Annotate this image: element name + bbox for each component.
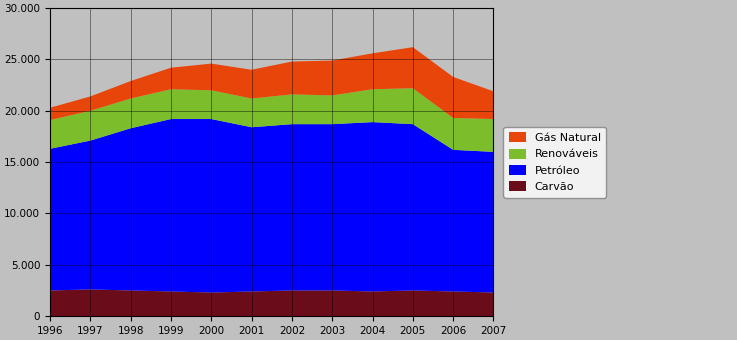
Legend: Gás Natural, Renováveis, Petróleo, Carvão: Gás Natural, Renováveis, Petróleo, Carvã… xyxy=(503,127,607,198)
